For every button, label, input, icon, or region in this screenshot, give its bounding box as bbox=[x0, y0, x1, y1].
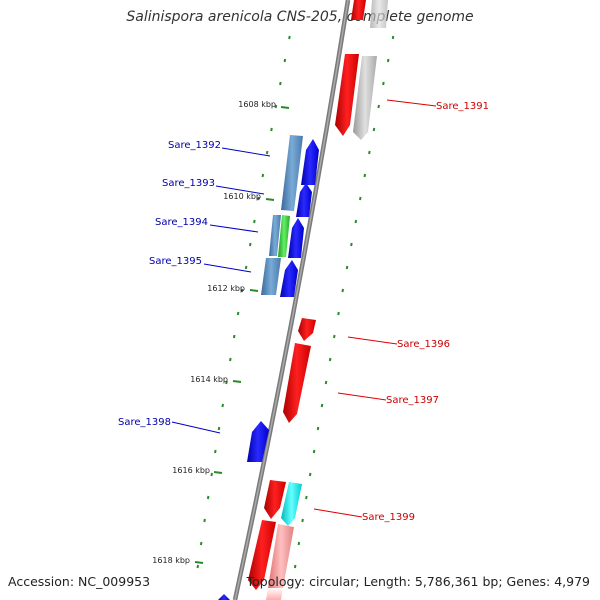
scale-dot bbox=[305, 495, 308, 500]
gene-arrow-sare-1397[interactable] bbox=[283, 343, 311, 423]
gene-arrow-sare-1396[interactable] bbox=[298, 318, 316, 341]
scale-ticks: 1608 kbp 1610 kbp 1612 kbp 1614 kbp 1616… bbox=[152, 100, 290, 565]
scale-dot bbox=[203, 518, 206, 523]
scale-tick-label: 1610 kbp bbox=[223, 192, 261, 201]
gene-label-sare-1399[interactable]: Sare_1399 bbox=[362, 512, 415, 523]
scale-dot bbox=[265, 150, 269, 155]
scale-dot bbox=[320, 403, 324, 408]
scale-dot bbox=[240, 288, 244, 293]
scale-dot bbox=[386, 58, 390, 63]
scale-dot bbox=[288, 35, 291, 40]
scale-dot bbox=[301, 518, 304, 523]
gene-label-sare-1398[interactable]: Sare_1398 bbox=[118, 417, 171, 428]
gene-labels: Sare_1391 Sare_1392 Sare_1393 Sare_1394 … bbox=[118, 101, 489, 523]
topology-text: Topology: circular; Length: 5,786,361 bp… bbox=[246, 574, 590, 589]
scale-dot bbox=[324, 380, 328, 385]
scale-dot bbox=[232, 334, 236, 339]
scale-dot bbox=[341, 288, 345, 293]
gene-label-sare-1397[interactable]: Sare_1397 bbox=[386, 395, 439, 406]
scale-dot bbox=[248, 242, 252, 247]
gene-label-sare-1395[interactable]: Sare_1395 bbox=[149, 256, 202, 267]
scale-dot bbox=[196, 564, 200, 569]
scale-tick-label: 1608 kbp bbox=[238, 100, 276, 109]
gene-arrow-sare-1393[interactable] bbox=[296, 183, 312, 217]
scale-dot bbox=[236, 311, 240, 316]
scale-dot bbox=[283, 58, 287, 63]
scale-dot bbox=[333, 334, 336, 339]
scale-dot bbox=[279, 81, 282, 86]
gene-arrow[interactable] bbox=[264, 480, 286, 519]
gene-label-sare-1394[interactable]: Sare_1394 bbox=[155, 217, 208, 228]
scale-dot bbox=[377, 104, 380, 109]
scale-dot bbox=[345, 265, 349, 270]
gene-arrow-sare-1391[interactable] bbox=[335, 54, 359, 136]
gene-arrow-sare-1394[interactable] bbox=[288, 218, 304, 258]
scale-dot bbox=[210, 472, 213, 477]
scale-dot bbox=[308, 472, 312, 477]
gene-label-sare-1393[interactable]: Sare_1393 bbox=[162, 178, 215, 189]
scale-dot bbox=[350, 242, 353, 247]
scale-dot bbox=[368, 150, 371, 155]
scale-tick-label: 1614 kbp bbox=[190, 375, 228, 384]
scale-dot bbox=[337, 311, 340, 316]
gene-arrow[interactable] bbox=[268, 524, 294, 588]
scale-dot bbox=[199, 541, 203, 546]
gene-block-sare-1392[interactable] bbox=[281, 135, 303, 211]
scale-dot bbox=[206, 495, 210, 500]
gene-label-sare-1392[interactable]: Sare_1392 bbox=[168, 140, 221, 151]
scale-dot bbox=[293, 564, 297, 569]
gene-arrow[interactable] bbox=[248, 520, 276, 590]
scale-dot bbox=[382, 81, 385, 86]
scale-dot bbox=[217, 426, 221, 431]
gene-label-sare-1391[interactable]: Sare_1391 bbox=[436, 101, 489, 112]
gene-label-sare-1396[interactable]: Sare_1396 bbox=[397, 339, 450, 350]
accession-text: Accession: NC_009953 bbox=[8, 574, 151, 589]
gene-glyphs bbox=[218, 0, 388, 600]
label-leader-lines bbox=[171, 99, 437, 518]
scale-dot bbox=[253, 219, 256, 224]
gene-arrow-sare-1398[interactable] bbox=[247, 421, 269, 462]
scale-ring-dots bbox=[196, 35, 395, 569]
gene-arrow-sare-1395[interactable] bbox=[280, 260, 298, 297]
scale-dot bbox=[257, 196, 260, 201]
gene-block-sare-1395[interactable] bbox=[261, 258, 281, 295]
scale-dot bbox=[261, 173, 265, 178]
scale-dot bbox=[244, 265, 248, 270]
gene-block-green[interactable] bbox=[278, 215, 290, 257]
scale-tick-label: 1616 kbp bbox=[172, 466, 210, 475]
scale-dot bbox=[225, 380, 228, 385]
gene-arrow[interactable] bbox=[266, 588, 283, 600]
scale-dot bbox=[270, 127, 273, 132]
scale-tick-label: 1612 kbp bbox=[207, 284, 245, 293]
gene-arrow[interactable] bbox=[218, 594, 230, 600]
scale-dot bbox=[359, 196, 362, 201]
gene-arrow[interactable] bbox=[370, 0, 388, 28]
gene-arrow[interactable] bbox=[351, 0, 366, 20]
scale-dot bbox=[297, 541, 301, 546]
scale-dot bbox=[372, 127, 376, 132]
scale-dot bbox=[312, 449, 316, 454]
scale-dot bbox=[316, 426, 320, 431]
gene-arrow-sare-1399[interactable] bbox=[281, 482, 302, 526]
gene-arrow[interactable] bbox=[353, 56, 377, 140]
gene-block-sare-1394[interactable] bbox=[269, 215, 281, 256]
scale-dot bbox=[363, 173, 367, 178]
scale-dot bbox=[221, 403, 224, 408]
scale-dot bbox=[328, 357, 332, 362]
scale-dot bbox=[229, 357, 232, 362]
scale-tick-label: 1618 kbp bbox=[152, 556, 190, 565]
scale-dot bbox=[354, 219, 358, 224]
scale-dot bbox=[274, 104, 278, 109]
gene-arrow-sare-1392[interactable] bbox=[301, 139, 319, 185]
scale-dot bbox=[391, 35, 395, 40]
scale-dot bbox=[214, 449, 217, 454]
